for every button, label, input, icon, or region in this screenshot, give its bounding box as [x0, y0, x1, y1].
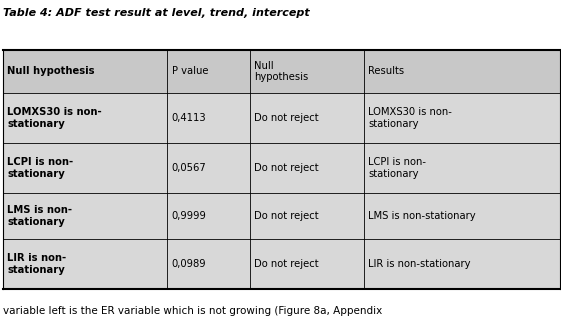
Text: LCPI is non-
stationary: LCPI is non- stationary: [368, 157, 426, 178]
Bar: [3, 239, 560, 289]
Text: Do not reject: Do not reject: [254, 259, 319, 269]
Text: LMS is non-
stationary: LMS is non- stationary: [7, 205, 72, 227]
Text: LIR is non-
stationary: LIR is non- stationary: [7, 253, 66, 275]
Bar: [3, 93, 560, 143]
Text: LOMXS30 is non-
stationary: LOMXS30 is non- stationary: [368, 107, 452, 129]
Text: LOMXS30 is non-
stationary: LOMXS30 is non- stationary: [7, 107, 102, 129]
Text: 0,9999: 0,9999: [172, 211, 206, 221]
Text: LCPI is non-
stationary: LCPI is non- stationary: [7, 157, 73, 178]
Text: LMS is non-stationary: LMS is non-stationary: [368, 211, 476, 221]
Text: variable left is the ER variable which is not growing (Figure 8a, Appendix: variable left is the ER variable which i…: [3, 306, 382, 316]
Bar: [3, 143, 560, 193]
Text: 0,0989: 0,0989: [172, 259, 206, 269]
Text: P value: P value: [172, 66, 208, 76]
Text: Results: Results: [368, 66, 404, 76]
Text: Do not reject: Do not reject: [254, 113, 319, 123]
Text: 0,4113: 0,4113: [172, 113, 206, 123]
Bar: [3, 193, 560, 239]
Text: Do not reject: Do not reject: [254, 211, 319, 221]
Text: Null hypothesis: Null hypothesis: [7, 66, 95, 76]
Text: Null
hypothesis: Null hypothesis: [254, 61, 309, 82]
Text: 0,0567: 0,0567: [172, 163, 206, 173]
Bar: [3, 50, 560, 93]
Text: LIR is non-stationary: LIR is non-stationary: [368, 259, 471, 269]
Text: Do not reject: Do not reject: [254, 163, 319, 173]
Text: Table 4: ADF test result at level, trend, intercept: Table 4: ADF test result at level, trend…: [3, 8, 310, 18]
